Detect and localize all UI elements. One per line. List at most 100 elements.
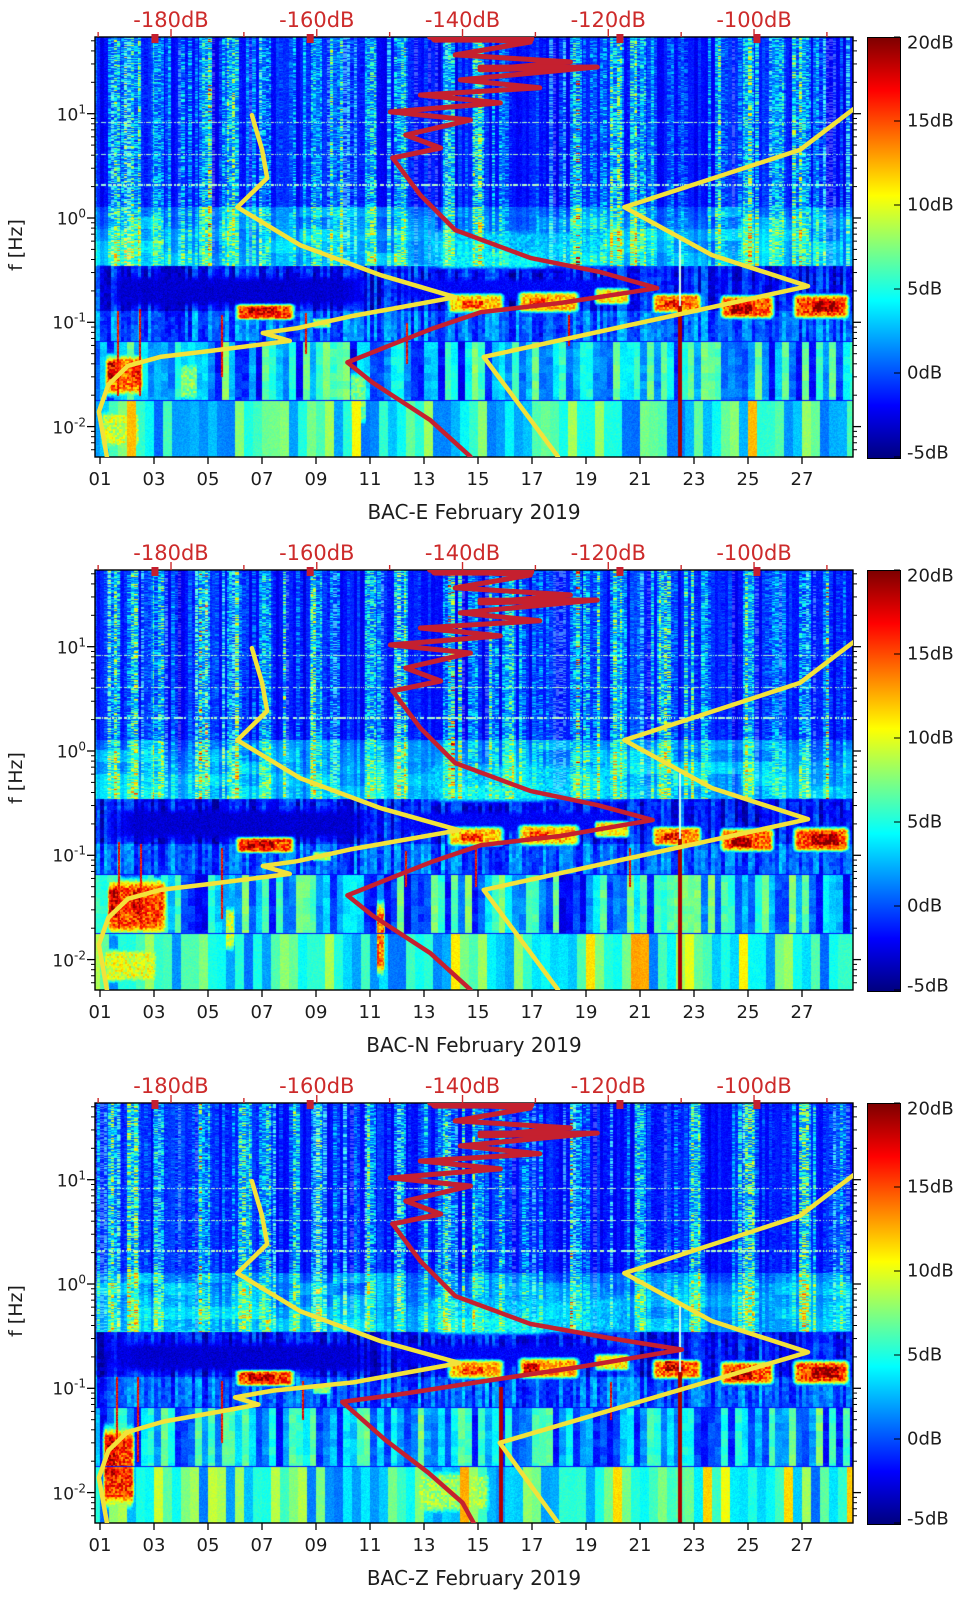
colorbar-label: -5dB [907, 1508, 949, 1530]
y-axis-title: f [Hz] [5, 219, 27, 271]
day-label: 25 [736, 1535, 760, 1556]
colorbar [867, 37, 901, 459]
panel-title: BAC-Z February 2019 [366, 1566, 582, 1590]
top-db-label: -180dB [133, 1074, 209, 1098]
day-label: 23 [682, 1002, 706, 1023]
day-label: 09 [304, 469, 328, 490]
day-label: 05 [196, 1535, 220, 1556]
spectrogram-bac-e [95, 37, 853, 457]
colorbar-label: 15dB [907, 110, 954, 132]
colorbar-label: 20dB [907, 32, 954, 54]
day-label: 09 [304, 1535, 328, 1556]
day-label: 03 [142, 1002, 166, 1023]
top-db-label: -100dB [716, 541, 792, 565]
freq-label: 100 [56, 739, 86, 763]
day-label: 19 [574, 469, 598, 490]
day-label: 11 [358, 1535, 382, 1556]
colorbar-label: 15dB [907, 643, 954, 665]
top-db-label: -140dB [424, 541, 501, 565]
freq-label: 10-2 [52, 1481, 86, 1504]
day-label: 21 [628, 1002, 652, 1023]
day-label: 05 [196, 469, 220, 490]
day-label: 17 [520, 1002, 544, 1023]
day-label: 07 [250, 469, 274, 490]
day-label: 25 [736, 469, 760, 490]
freq-label: 10-1 [52, 843, 86, 867]
y-axis-title: f [Hz] [5, 752, 27, 804]
colorbar-label: -5dB [907, 442, 949, 464]
colorbar-label: 20dB [907, 565, 954, 587]
day-label: 15 [466, 469, 490, 490]
panel-title: BAC-E February 2019 [367, 500, 581, 524]
day-label: 19 [574, 1002, 598, 1023]
top-db-label: -140dB [424, 1074, 501, 1098]
day-label: 23 [682, 1535, 706, 1556]
day-label: 17 [520, 469, 544, 490]
colorbar-label: 5dB [907, 1344, 943, 1366]
day-label: 13 [412, 1535, 436, 1556]
freq-label: 100 [56, 206, 86, 230]
day-label: 27 [790, 1535, 814, 1556]
colorbar-label: -5dB [907, 975, 949, 997]
day-label: 15 [466, 1535, 490, 1556]
top-db-label: -120dB [570, 1074, 646, 1098]
panel-bac-e: f [Hz] -180dB -160dB -140dB -120dB -100dB 10… [0, 0, 962, 533]
colorbar-label: 5dB [907, 811, 943, 833]
top-db-label: -180dB [133, 541, 209, 565]
colorbar [867, 570, 901, 992]
colorbar-label: 10dB [907, 1260, 954, 1282]
colorbar-label: 5dB [907, 278, 943, 300]
top-db-label: -160dB [279, 8, 355, 32]
day-label: 11 [358, 1002, 382, 1023]
freq-label: 100 [56, 1272, 86, 1296]
top-db-label: -140dB [424, 8, 501, 32]
day-label: 01 [88, 1002, 112, 1023]
top-db-label: -180dB [133, 8, 209, 32]
day-label: 15 [466, 1002, 490, 1023]
day-label: 11 [358, 469, 382, 490]
top-db-label: -160dB [279, 1074, 355, 1098]
freq-label: 10-1 [52, 1376, 86, 1400]
freq-label: 101 [56, 1168, 86, 1192]
day-label: 21 [628, 1535, 652, 1556]
top-db-label: -100dB [716, 1074, 792, 1098]
freq-label: 101 [56, 102, 86, 126]
panel-bac-z: f [Hz] -180dB -160dB -140dB -120dB -100dB 10… [0, 1066, 962, 1599]
colorbar [867, 1103, 901, 1525]
spectrogram-bac-z [95, 1103, 853, 1523]
freq-label: 10-2 [52, 948, 86, 971]
colorbar-label: 10dB [907, 727, 954, 749]
colorbar-label: 0dB [907, 362, 943, 384]
top-db-label: -120dB [570, 8, 646, 32]
day-label: 23 [682, 469, 706, 490]
day-label: 13 [412, 1002, 436, 1023]
top-db-label: -160dB [279, 541, 355, 565]
day-label: 07 [250, 1535, 274, 1556]
freq-label: 10-2 [52, 415, 86, 438]
day-label: 03 [142, 1535, 166, 1556]
y-axis-title: f [Hz] [5, 1285, 27, 1337]
day-label: 01 [88, 1535, 112, 1556]
day-label: 27 [790, 1002, 814, 1023]
day-label: 07 [250, 1002, 274, 1023]
top-db-label: -120dB [570, 541, 646, 565]
colorbar-label: 15dB [907, 1176, 954, 1198]
freq-label: 10-1 [52, 310, 86, 334]
day-label: 21 [628, 469, 652, 490]
day-label: 19 [574, 1535, 598, 1556]
day-label: 27 [790, 469, 814, 490]
spectrogram-bac-n [95, 570, 853, 990]
day-label: 17 [520, 1535, 544, 1556]
day-label: 05 [196, 1002, 220, 1023]
top-db-label: -100dB [716, 8, 792, 32]
colorbar-label: 20dB [907, 1098, 954, 1120]
day-label: 09 [304, 1002, 328, 1023]
freq-label: 101 [56, 635, 86, 659]
panel-bac-n: f [Hz] -180dB -160dB -140dB -120dB -100dB 10… [0, 533, 962, 1066]
colorbar-label: 0dB [907, 1428, 943, 1450]
day-label: 25 [736, 1002, 760, 1023]
colorbar-label: 0dB [907, 895, 943, 917]
day-label: 03 [142, 469, 166, 490]
panel-title: BAC-N February 2019 [366, 1033, 582, 1057]
